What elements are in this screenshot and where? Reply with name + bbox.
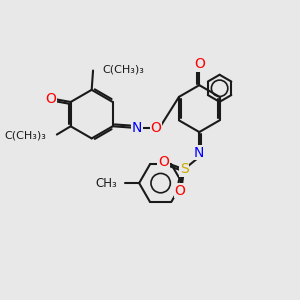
Text: C(CH₃)₃: C(CH₃)₃ [4,131,47,141]
Text: O: O [158,155,169,170]
Text: S: S [180,162,188,176]
Text: C(CH₃)₃: C(CH₃)₃ [103,64,145,74]
Text: O: O [151,121,161,135]
Text: O: O [194,58,205,71]
Text: CH₃: CH₃ [96,177,118,190]
Text: N: N [194,146,205,160]
Text: N: N [132,121,142,135]
Text: O: O [45,92,56,106]
Text: O: O [175,184,185,198]
